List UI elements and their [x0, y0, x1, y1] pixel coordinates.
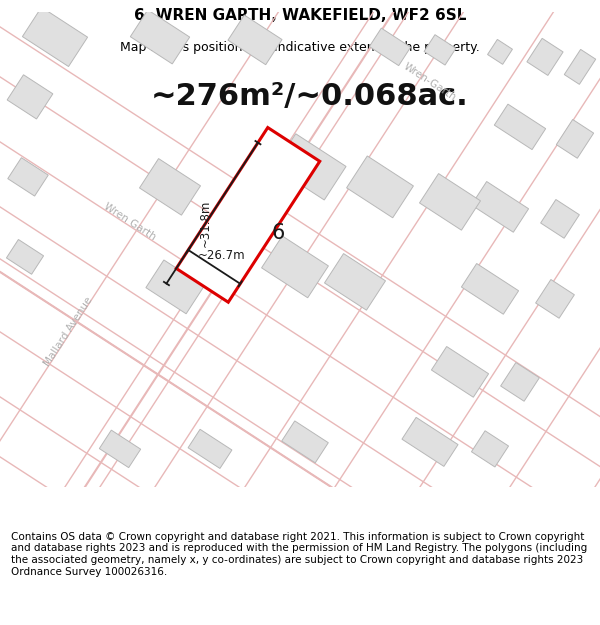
Text: ~31.8m: ~31.8m: [199, 199, 212, 247]
Polygon shape: [461, 264, 518, 314]
Polygon shape: [274, 134, 346, 200]
Polygon shape: [370, 28, 410, 66]
Polygon shape: [130, 10, 190, 64]
Text: Contains OS data © Crown copyright and database right 2021. This information is : Contains OS data © Crown copyright and d…: [11, 532, 587, 577]
Polygon shape: [494, 104, 545, 149]
Polygon shape: [536, 279, 574, 318]
Polygon shape: [347, 156, 413, 218]
Text: Wren-Garth: Wren-Garth: [402, 61, 458, 102]
Polygon shape: [281, 421, 328, 463]
Text: ~26.7m: ~26.7m: [198, 249, 245, 262]
Text: 6, WREN GARTH, WAKEFIELD, WF2 6SL: 6, WREN GARTH, WAKEFIELD, WF2 6SL: [134, 8, 466, 23]
Text: Mallard Avenue: Mallard Avenue: [42, 296, 94, 368]
Polygon shape: [7, 75, 53, 119]
Polygon shape: [140, 159, 200, 215]
Text: ~276m²/~0.068ac.: ~276m²/~0.068ac.: [151, 82, 469, 111]
Text: Wren Garth: Wren Garth: [102, 201, 158, 242]
Polygon shape: [500, 362, 539, 401]
Polygon shape: [472, 181, 529, 232]
Polygon shape: [402, 418, 458, 466]
Polygon shape: [527, 38, 563, 76]
Polygon shape: [176, 127, 320, 302]
Polygon shape: [556, 119, 593, 158]
Polygon shape: [146, 260, 204, 314]
Polygon shape: [262, 236, 328, 298]
Text: 6: 6: [271, 223, 284, 243]
Polygon shape: [564, 49, 596, 84]
Polygon shape: [325, 254, 385, 310]
Polygon shape: [488, 39, 512, 64]
Polygon shape: [8, 158, 48, 196]
Polygon shape: [100, 430, 140, 468]
Polygon shape: [431, 346, 488, 398]
Text: Map shows position and indicative extent of the property.: Map shows position and indicative extent…: [120, 41, 480, 54]
Polygon shape: [419, 174, 481, 230]
Polygon shape: [472, 431, 509, 467]
Polygon shape: [22, 8, 88, 66]
Polygon shape: [7, 239, 44, 274]
Polygon shape: [228, 15, 282, 65]
Polygon shape: [424, 34, 456, 65]
Polygon shape: [541, 199, 580, 238]
Polygon shape: [188, 429, 232, 469]
